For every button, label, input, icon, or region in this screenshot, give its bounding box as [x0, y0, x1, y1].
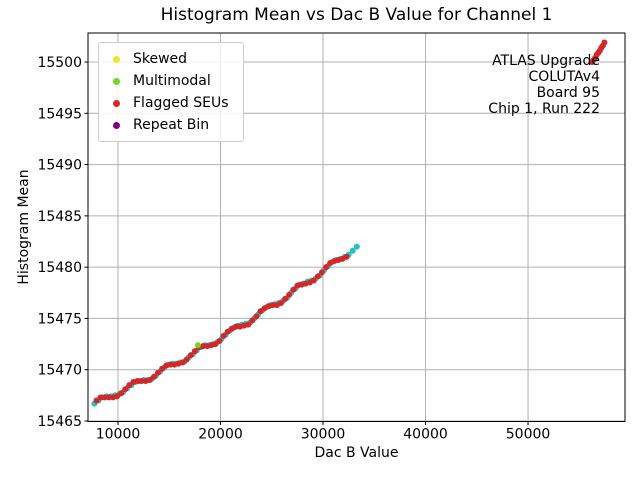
data-point-flagged-seus — [269, 302, 276, 309]
data-point-flagged-seus — [97, 394, 104, 401]
legend-item-repeat-bin: Repeat Bin — [107, 114, 229, 136]
flagged-seus-marker-icon — [113, 99, 120, 107]
x-tick-label: 50000 — [506, 427, 551, 443]
data-point-flagged-seus — [191, 348, 198, 355]
x-tick-label: 40000 — [403, 427, 448, 443]
x-tick-label: 30000 — [301, 427, 346, 443]
data-point-flagged-seus — [179, 359, 186, 366]
y-tick-label: 15500 — [37, 55, 82, 71]
annotation-line-2: COLUTAv4 — [528, 69, 600, 85]
y-tick-label: 15480 — [37, 260, 82, 276]
y-tick-label: 15495 — [37, 106, 82, 122]
data-point-flagged-seus — [249, 317, 256, 324]
data-point-flagged-seus — [224, 328, 231, 335]
data-point-flagged-seus — [290, 286, 297, 293]
legend-item-skewed: Skewed — [107, 48, 229, 70]
data-point-flagged-seus — [155, 369, 161, 376]
data-point-flagged-seus — [150, 373, 157, 380]
data-point-flagged-seus — [232, 323, 239, 330]
y-tick-label: 15470 — [37, 363, 82, 379]
skewed-marker-icon — [113, 55, 120, 63]
data-point-flagged-seus — [118, 390, 125, 397]
data-point-flagged-seus — [601, 39, 608, 46]
legend-item-flagged-seus: Flagged SEUs — [107, 92, 229, 114]
data-point-flagged-seus — [282, 295, 289, 302]
y-tick-label: 15490 — [37, 158, 82, 174]
plot-border — [87, 32, 626, 422]
data-point-multimodal — [195, 342, 201, 349]
data-point-flagged-seus — [343, 253, 350, 260]
data-point-flagged-seus — [257, 308, 264, 315]
data-point-flagged-seus — [319, 269, 325, 276]
data-point-dac-scan — [349, 247, 356, 254]
repeat-bin-marker-icon — [113, 121, 120, 129]
y-axis-label: Histogram Mean — [16, 169, 32, 285]
data-point-flagged-seus — [187, 352, 194, 359]
data-point-flagged-seus — [200, 343, 207, 350]
y-tick-label: 15465 — [37, 414, 82, 430]
chart-title: Histogram Mean vs Dac B Value for Channe… — [160, 5, 553, 25]
y-tick-label: 15485 — [37, 209, 82, 225]
data-point-flagged-seus — [253, 313, 260, 320]
data-point-flagged-seus — [183, 356, 190, 363]
annotation-line-4: Chip 1, Run 222 — [488, 101, 600, 117]
data-point-dac-scan — [353, 243, 360, 250]
data-point-flagged-seus — [314, 273, 321, 280]
x-tick-label: 10000 — [96, 427, 141, 443]
data-point-flagged-seus — [323, 264, 330, 271]
data-point-flagged-seus — [138, 378, 145, 384]
data-point-flagged-seus — [159, 365, 166, 372]
legend-label-repeat-bin: Repeat Bin — [133, 117, 210, 133]
data-point-flagged-seus — [93, 397, 100, 404]
data-point-flagged-seus — [278, 300, 284, 306]
x-axis-label: Dac B Value — [314, 445, 399, 461]
x-tick-label: 20000 — [198, 427, 243, 443]
data-point-flagged-seus — [114, 393, 120, 400]
data-point-flagged-seus — [146, 377, 153, 383]
data-point-flagged-seus — [105, 394, 112, 401]
y-tick-label: 15475 — [37, 311, 82, 327]
annotation-line-3: Board 95 — [536, 85, 600, 101]
data-point-flagged-seus — [286, 291, 293, 298]
data-point-flagged-seus — [126, 382, 133, 389]
annotation-line-1: ATLAS Upgrade — [492, 53, 600, 69]
data-point-flagged-seus — [134, 378, 141, 384]
data-point-flagged-seus — [122, 386, 129, 393]
data-point-flagged-seus — [216, 338, 223, 344]
legend-item-multimodal: Multimodal — [107, 70, 229, 92]
legend-label-multimodal: Multimodal — [133, 73, 211, 89]
legend-label-flagged-seus: Flagged SEUs — [133, 95, 229, 111]
data-point-flagged-seus — [220, 332, 227, 339]
data-point-flagged-seus — [212, 341, 219, 348]
data-point-flagged-seus — [167, 361, 174, 368]
data-point-flagged-seus — [310, 277, 317, 284]
legend: Skewed Multimodal Flagged SEUs Repeat Bi… — [98, 42, 244, 142]
legend-label-skewed: Skewed — [133, 51, 188, 67]
annotation-block: ATLAS Upgrade COLUTAv4 Board 95 Chip 1, … — [488, 53, 600, 117]
data-point-flagged-seus — [245, 321, 252, 328]
data-point-flagged-seus — [101, 394, 108, 401]
multimodal-marker-icon — [113, 77, 120, 85]
